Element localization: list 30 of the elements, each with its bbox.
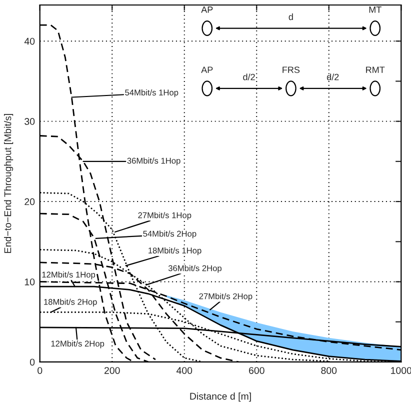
annotation: 12Mbit/s 2Hop [51,340,104,348]
annotation: 27Mbit/s 2Hop [199,293,252,301]
x-tick-label: 200 [104,367,120,374]
y-tick-label: 40 [24,38,35,45]
annotation: 54Mbit/s 1Hop [125,89,178,98]
x-tick-label: 400 [176,367,192,374]
annotation: 12Mbit/s 1Hop [42,271,96,280]
x-tick-label: 800 [321,367,337,374]
annotation: 27Mbit/s 1Hop [138,212,192,220]
annotation: AP [201,66,213,73]
y-axis-title: End−to−End Throughput [Mbit/s] [4,114,14,253]
x-tick-label: 0 [38,367,42,374]
annotation: d [288,13,293,20]
annotation: 54Mbit/s 2Hop [143,230,196,238]
annotation: FRS [282,66,300,74]
x-tick-label: 600 [249,367,264,374]
y-tick-label: 0 [30,358,35,366]
y-tick-label: 30 [24,118,35,125]
annotation: 36Mbit/s 1Hop [127,158,180,166]
annotation: d/2 [243,74,255,80]
annotation: 18Mbit/s 1Hop [148,247,202,256]
y-tick-label: 10 [24,278,35,286]
annotation: RMT [366,66,385,73]
y-tick-label: 20 [24,198,35,206]
annotation: AP [201,6,213,13]
x-axis-title: Distance d [m] [190,392,251,402]
annotation: 18Mbit/s 2Hop [44,298,97,306]
annotation: MT [369,6,382,13]
annotation: d/2 [326,74,339,80]
annotation: 36Mbit/s 2Hop [168,265,222,273]
